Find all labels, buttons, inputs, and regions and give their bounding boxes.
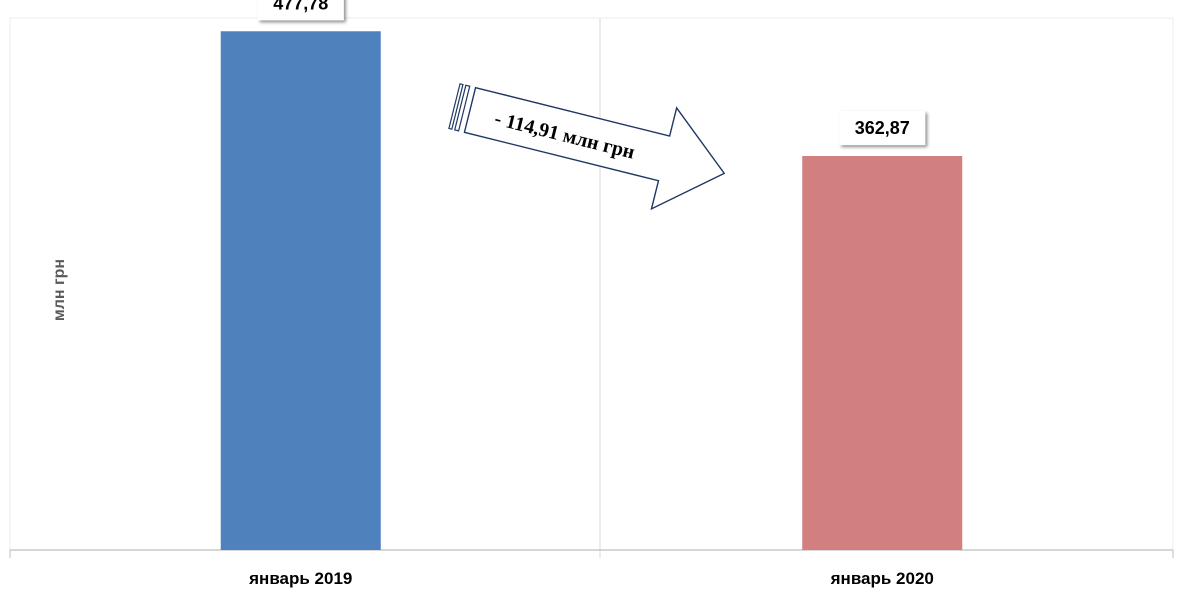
arrow-tail-stripe [448, 83, 464, 130]
y-axis-label: млн грн [51, 259, 68, 321]
data-label-january-2020: 362,87 [839, 111, 926, 146]
arrow-tail-stripe [454, 84, 471, 132]
data-label-january-2019: 477,78 [257, 0, 344, 21]
data-label-text-january-2019: 477,78 [273, 0, 328, 13]
bar-january-2020 [802, 156, 963, 550]
arrow-shape [463, 86, 726, 211]
x-tick-label-january-2020: январь 2020 [830, 569, 934, 588]
change-arrow-annotation: - 114,91 млн грн [448, 83, 726, 211]
data-label-text-january-2020: 362,87 [855, 118, 910, 138]
x-tick-label-january-2019: январь 2019 [248, 569, 352, 588]
bar-january-2019 [220, 31, 381, 550]
plot-area [9, 17, 1174, 551]
